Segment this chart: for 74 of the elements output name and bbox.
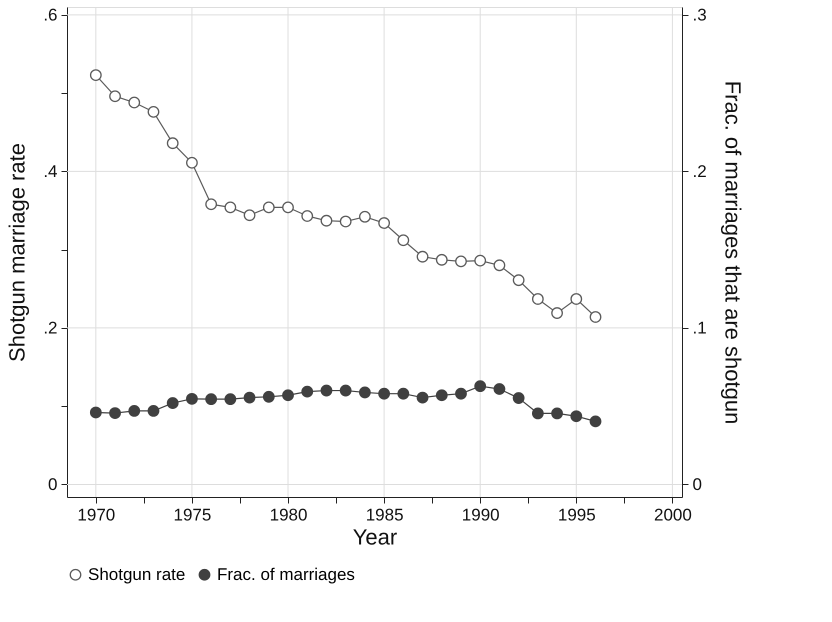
- point: [590, 416, 602, 428]
- point: [358, 210, 371, 223]
- point: [474, 380, 486, 392]
- point: [494, 383, 506, 395]
- point: [109, 90, 121, 102]
- point: [320, 214, 332, 227]
- point: [474, 254, 486, 266]
- point: [512, 392, 525, 404]
- point: [244, 392, 256, 404]
- point: [532, 408, 544, 420]
- point: [166, 137, 179, 150]
- point: [570, 293, 582, 305]
- point: [282, 202, 294, 214]
- x-tick-label: 1975: [174, 506, 212, 524]
- point: [436, 254, 448, 266]
- y2-axis-title: Frac. of marriages that are shotgun: [720, 80, 746, 424]
- point: [128, 96, 140, 108]
- point: [551, 307, 563, 319]
- point: [378, 217, 390, 229]
- point: [512, 274, 525, 286]
- point: [397, 234, 410, 246]
- point: [551, 408, 563, 420]
- point: [224, 202, 236, 214]
- point: [205, 198, 218, 210]
- point: [455, 388, 467, 400]
- y-axis-title: Shotgun marriage rate: [4, 143, 30, 362]
- x-tick-label: 1990: [462, 506, 500, 524]
- point: [148, 106, 160, 118]
- point: [532, 293, 544, 305]
- point: [166, 397, 179, 409]
- point: [186, 392, 198, 405]
- x-tick-label: 2000: [654, 506, 692, 524]
- y2-tick-label: .1: [692, 318, 707, 338]
- point: [436, 389, 448, 402]
- point: [397, 388, 410, 400]
- point: [455, 256, 467, 268]
- point: [320, 384, 332, 396]
- y-tick-label: .4: [43, 162, 58, 181]
- point: [186, 156, 198, 169]
- point: [301, 386, 314, 398]
- x-tick-label: 1970: [77, 506, 116, 524]
- point: [224, 393, 236, 406]
- point: [590, 311, 602, 323]
- y2-tick-label: .2: [692, 162, 707, 181]
- point: [358, 386, 371, 398]
- point: [90, 406, 102, 418]
- point: [262, 202, 275, 214]
- point: [378, 388, 390, 400]
- point: [148, 405, 160, 417]
- legend-label: Shotgun rate: [88, 564, 186, 584]
- y2-tick-label: .3: [692, 5, 707, 24]
- point: [340, 216, 352, 228]
- point: [416, 250, 428, 263]
- legend-label: Frac. of marriages: [217, 564, 355, 584]
- x-tick-label: 1985: [366, 506, 404, 524]
- x-tick-label: 1995: [558, 506, 596, 524]
- point: [262, 390, 275, 403]
- point: [282, 389, 294, 402]
- point: [340, 384, 352, 396]
- point: [109, 407, 121, 419]
- x-axis-title: Year: [352, 524, 398, 550]
- y2-tick-label: 0: [692, 474, 702, 494]
- point: [244, 209, 256, 222]
- point: [301, 210, 314, 222]
- point: [90, 69, 102, 81]
- point: [570, 410, 582, 422]
- y-tick-label: .2: [43, 318, 58, 338]
- point: [205, 393, 218, 406]
- point: [494, 259, 506, 272]
- y-tick-label: 0: [48, 474, 58, 494]
- x-tick-label: 1980: [270, 506, 308, 524]
- point: [128, 405, 140, 417]
- point: [416, 392, 428, 404]
- y-tick-label: .6: [43, 5, 58, 24]
